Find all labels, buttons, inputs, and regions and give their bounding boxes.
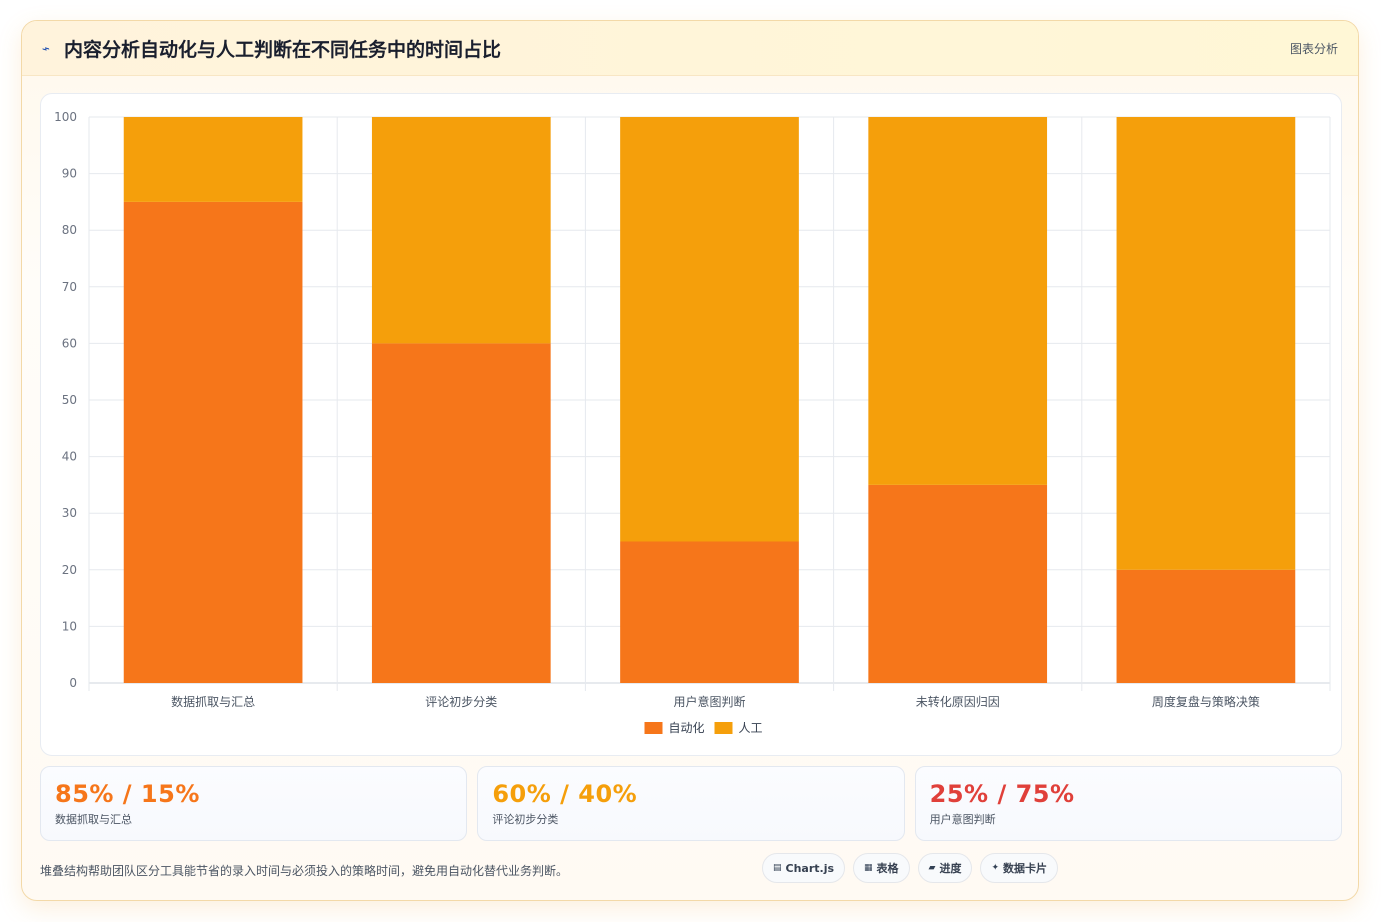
bar-automation — [868, 484, 1048, 683]
chart-icon: ▤ — [773, 863, 782, 873]
y-tick-label: 10 — [62, 619, 77, 633]
y-tick-label: 30 — [62, 506, 77, 520]
pill-label: Chart.js — [785, 861, 835, 875]
y-tick-label: 20 — [62, 563, 77, 577]
stat-card: 85% / 15% 数据抓取与汇总 — [40, 766, 468, 841]
stat-label: 评论初步分类 — [492, 813, 559, 826]
x-tick-label: 数据抓取与汇总 — [171, 694, 255, 709]
chart-container: 0 10 20 30 40 50 60 70 80 90 100 数据抓取与汇总 评论初步分类 用户意图判… — [40, 93, 1342, 756]
legend-swatch — [644, 722, 663, 734]
bar-manual — [620, 117, 799, 542]
legend-label: 人工 — [739, 721, 763, 735]
x-tick-label: 用户意图判断 — [673, 694, 745, 709]
stat-cards: 85% / 15% 数据抓取与汇总 60% / 40% 评论初步分类 25% /… — [40, 766, 1342, 841]
legend-label: 自动化 — [669, 721, 705, 735]
stat-value: 60% / 40% — [492, 780, 638, 808]
pill-label: 数据卡片 — [1003, 862, 1048, 875]
card-footer: 堆叠结构帮助团队区分工具能节省的录入时间与必须投入的策略时间，避免用自动化替代业… — [40, 853, 1342, 887]
pill-data-card[interactable]: ✦ 数据卡片 — [980, 853, 1059, 883]
stacked-bar-chart: 0 10 20 30 40 50 60 70 80 90 100 数据抓取与汇总 评论初步分类 用户意图判… — [54, 110, 1331, 735]
progress-icon: ▰ — [928, 863, 936, 873]
stat-card: 60% / 40% 评论初步分类 — [477, 766, 905, 841]
bar-automation — [1116, 569, 1296, 683]
stat-value: 25% / 75% — [929, 780, 1075, 808]
pill-progress[interactable]: ▰ 进度 — [917, 853, 973, 883]
bar-automation — [620, 541, 799, 683]
pill-label: 进度 — [939, 862, 962, 875]
bar-manual — [868, 117, 1048, 485]
bar-manual — [371, 117, 551, 344]
y-tick-label: 90 — [62, 167, 77, 181]
bar-manual — [123, 117, 303, 202]
pill-table[interactable]: ▦ 表格 — [853, 853, 910, 883]
stat-label: 数据抓取与汇总 — [55, 813, 132, 826]
y-tick-label: 0 — [69, 676, 77, 690]
legend-swatch — [714, 722, 733, 734]
y-tick-label: 100 — [54, 110, 77, 124]
bar-automation — [371, 343, 551, 683]
sparkle-icon: ✦ — [991, 863, 1000, 873]
bar-manual — [1116, 117, 1296, 570]
page-title: 内容分析自动化与人工判断在不同任务中的时间占比 — [64, 38, 502, 61]
stat-value: 85% / 15% — [55, 780, 200, 808]
x-tick-label: 未转化原因归因 — [916, 694, 1000, 709]
y-tick-label: 70 — [62, 280, 77, 294]
chart-analysis-tag: 图表分析 — [1289, 41, 1338, 56]
y-tick-label: 50 — [62, 393, 77, 407]
bar-automation — [123, 201, 303, 683]
y-tick-label: 80 — [62, 223, 77, 237]
stat-card: 25% / 75% 用户意图判断 — [914, 766, 1342, 841]
stat-label: 用户意图判断 — [929, 813, 996, 826]
y-tick-label: 60 — [62, 336, 77, 350]
y-tick-label: 40 — [62, 450, 77, 464]
footer-note: 堆叠结构帮助团队区分工具能节省的录入时间与必须投入的策略时间，避免用自动化替代业… — [40, 863, 569, 878]
card-header: ⌁ 内容分析自动化与人工判断在不同任务中的时间占比 图表分析 — [22, 21, 1358, 76]
feature-pills: ▤ Chart.js ▦ 表格 ▰ 进度 ✦ 数据卡片 — [762, 853, 1059, 883]
x-tick-label: 评论初步分类 — [425, 695, 497, 709]
pill-chartjs[interactable]: ▤ Chart.js — [762, 853, 846, 883]
pill-label: 表格 — [876, 862, 899, 875]
x-tick-label: 周度复盘与策略决策 — [1152, 694, 1260, 709]
lightning-icon: ⌁ — [40, 40, 52, 58]
chart-card: ⌁ 内容分析自动化与人工判断在不同任务中的时间占比 图表分析 0 10 20 30 40… — [21, 20, 1359, 901]
table-icon: ▦ — [864, 863, 873, 873]
